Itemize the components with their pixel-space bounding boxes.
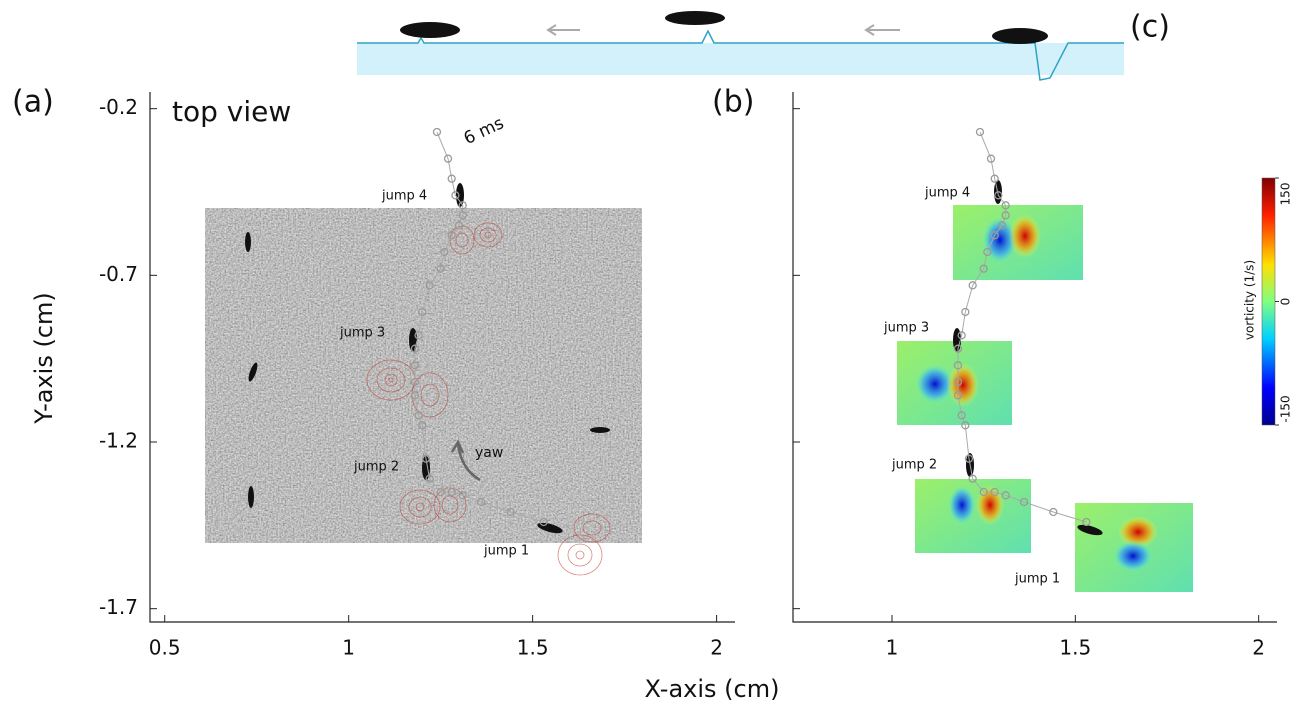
- trajectory-point: [447, 231, 456, 240]
- trajectory-point: [418, 421, 427, 430]
- trajectory-point: [983, 247, 992, 257]
- trajectory-point: [447, 174, 456, 183]
- trajectory-point: [414, 331, 423, 340]
- trajectory-point: [410, 361, 420, 370]
- trajectory-point: [451, 191, 460, 200]
- trajectory-point: [414, 411, 423, 420]
- trajectory-point: [968, 281, 977, 290]
- trajectory-line: [957, 131, 1087, 523]
- trajectory-point: [506, 507, 515, 517]
- vortex-contours: [366, 222, 611, 576]
- colorbar-label: vorticity (1/s): [1243, 260, 1257, 340]
- trajectory-point: [990, 487, 999, 497]
- annotation: yaw: [475, 445, 503, 461]
- x-tick-label: 1: [342, 636, 355, 660]
- x-tick-label: 2: [710, 636, 723, 660]
- annotation: top view: [172, 95, 291, 128]
- trajectory-point: [432, 127, 442, 137]
- annotation: 6 ms: [461, 113, 507, 149]
- colorbar-tick-label: 0: [1279, 298, 1293, 306]
- trajectory-point: [986, 154, 996, 163]
- trajectory-point: [953, 377, 963, 387]
- trajectory-point: [961, 421, 970, 430]
- x-tick-label: 2: [1252, 636, 1265, 660]
- trajectory-point: [410, 377, 420, 387]
- y-tick-label: -0.7: [99, 262, 138, 286]
- axis: [792, 92, 1277, 623]
- photo-insets: [205, 208, 642, 543]
- vorticity-fields: [897, 205, 1193, 592]
- colorbar: [1261, 177, 1276, 426]
- side-view: [357, 11, 1124, 81]
- photo-insects: [245, 232, 610, 508]
- annotation: jump 4: [381, 189, 427, 204]
- x-tick-label: 1.5: [517, 636, 549, 660]
- trajectory-point: [997, 221, 1007, 230]
- trajectory-point: [458, 211, 467, 220]
- annotation: jump 4: [924, 186, 970, 201]
- trajectory-point: [454, 221, 464, 230]
- colorbar-tick-label: 150: [1279, 183, 1293, 206]
- annotation: jump 2: [891, 458, 937, 473]
- y-tick-label: -0.2: [99, 95, 138, 119]
- annotation: jump 3: [883, 321, 929, 336]
- annotation: jump 2: [353, 460, 399, 475]
- axis: [149, 92, 735, 623]
- trajectory-point: [436, 487, 445, 497]
- trajectory-point: [410, 391, 420, 400]
- trajectory-point: [1001, 211, 1010, 220]
- annotation: jump 1: [483, 544, 529, 559]
- colorbar-tick-label: -150: [1279, 395, 1293, 422]
- y-tick-label: -1.7: [99, 595, 138, 619]
- trajectory-point: [425, 281, 434, 290]
- trajectory-point: [957, 411, 966, 420]
- trajectory-point: [425, 474, 434, 483]
- x-tick-label: 1.5: [1059, 636, 1091, 660]
- trajectory-point: [990, 231, 999, 240]
- annotation: jump 1: [1014, 572, 1060, 587]
- trajectory-point: [440, 247, 449, 257]
- trajectory-point: [447, 487, 456, 497]
- trajectory-point: [968, 474, 977, 483]
- trajectory-point: [1001, 201, 1010, 210]
- trajectory-point: [458, 201, 467, 210]
- trajectory-point: [979, 264, 988, 273]
- trajectory-point: [421, 454, 431, 463]
- trajectory-point: [1019, 497, 1029, 507]
- trajectory-point: [1082, 517, 1091, 527]
- annotation: jump 3: [339, 326, 385, 341]
- panel-label: (b): [712, 85, 754, 120]
- y-tick-label: -1.2: [99, 429, 138, 453]
- trajectory-point: [953, 391, 963, 400]
- x-tick-label: 1: [886, 636, 899, 660]
- trajectory-point: [436, 264, 445, 273]
- trajectory-point: [990, 174, 999, 183]
- trajectory-point: [975, 127, 985, 137]
- trajectory-point: [458, 491, 467, 500]
- trajectory-point: [1001, 491, 1010, 500]
- trajectory-point: [964, 454, 974, 463]
- trajectory-point: [1049, 507, 1058, 517]
- trajectory-point: [539, 517, 548, 527]
- yaw-arrow: [450, 439, 481, 482]
- trajectory-line: [414, 131, 544, 523]
- trajectory-point: [953, 344, 963, 353]
- trajectory-point: [994, 191, 1003, 200]
- trajectory-point: [961, 307, 970, 317]
- trajectory-point: [443, 154, 453, 163]
- trajectory-point: [410, 344, 420, 353]
- x-tick-label: 0.5: [149, 636, 181, 660]
- trajectory-point: [476, 497, 486, 507]
- trajectory-point: [979, 487, 988, 497]
- panel-label: (a): [12, 85, 54, 120]
- panel-label: (c): [1130, 10, 1170, 45]
- trajectory-point: [953, 361, 963, 370]
- trajectory-point: [418, 307, 427, 317]
- x-axis-label: X-axis (cm): [645, 675, 780, 703]
- y-axis-label: Y-axis (cm): [30, 292, 58, 424]
- trajectory-point: [957, 331, 966, 340]
